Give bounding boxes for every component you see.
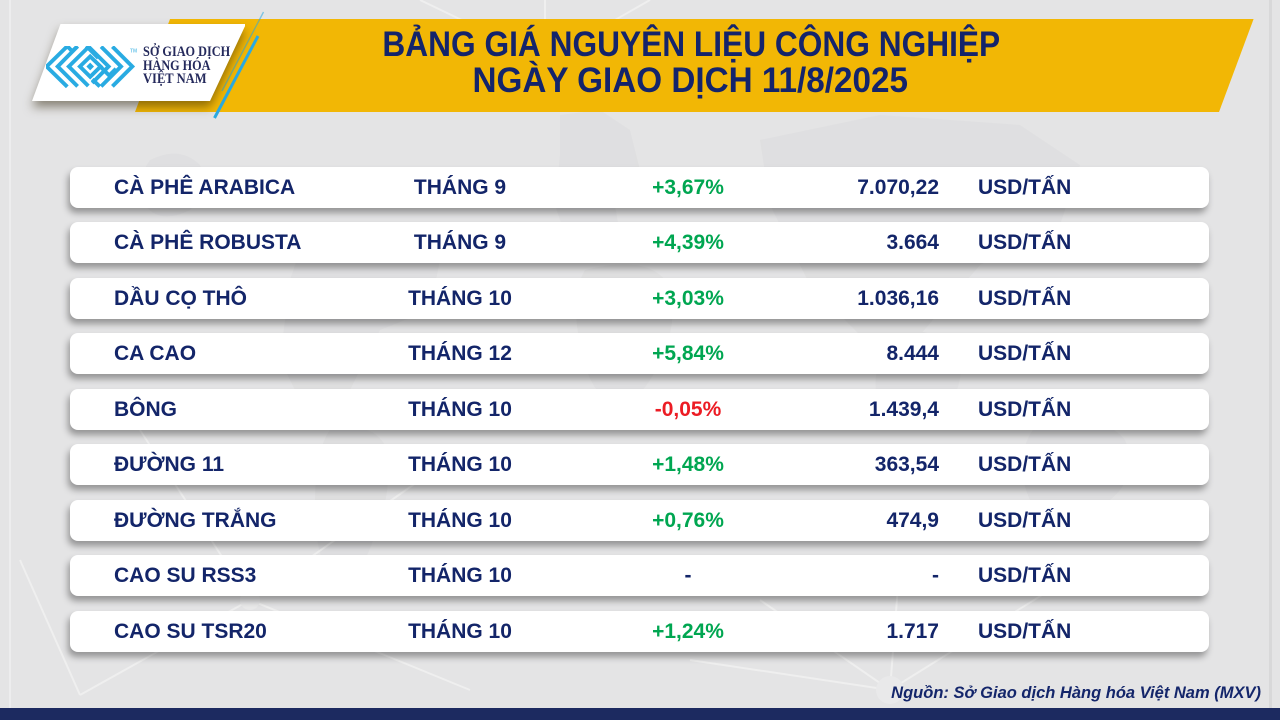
svg-text:TM: TM xyxy=(130,49,137,55)
